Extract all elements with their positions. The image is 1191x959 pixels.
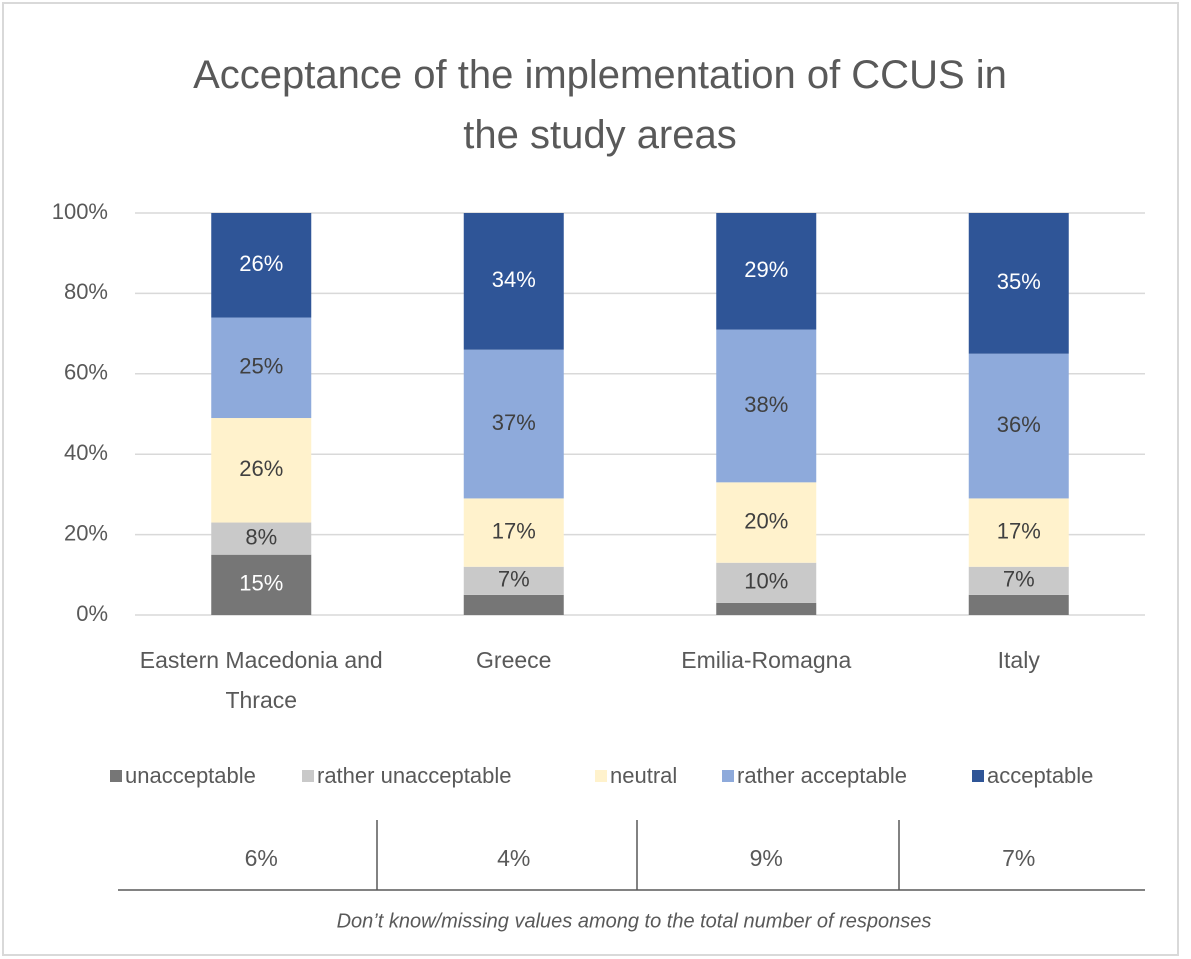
legend-swatch [595,770,607,782]
title-box: Acceptance of the implementation of CCUS… [193,53,1007,157]
x-tick-label: Greece [476,647,552,673]
data-label: 17% [997,518,1041,543]
bar-segment [211,554,312,615]
legend-label: acceptable [987,763,1093,788]
bar-segment [463,566,564,595]
y-tick-label: 0% [76,601,108,626]
legend-label: rather unacceptable [317,763,511,788]
bar-segment [968,353,1069,499]
x-tick-label: Eastern Macedonia and Thrace [139,647,383,713]
bar-segment [968,213,1069,354]
bar-segment [463,498,564,567]
bar-segment [211,522,312,555]
y-tick-label: 20% [64,520,108,545]
data-label: 26% [239,251,283,276]
data-label: 8% [245,524,277,549]
bar-segment [716,602,817,615]
y-tick-label: 80% [64,279,108,304]
data-label: 34% [492,267,536,292]
data-label: 7% [498,567,530,592]
table-value: 9% [750,845,783,871]
table-caption: Don’t know/missing values among to the t… [337,910,932,932]
legend-label: unacceptable [125,763,256,788]
bar-segment [463,349,564,499]
y-tick-label: 40% [64,440,108,465]
bar-segment [716,213,817,330]
table-value: 4% [497,845,530,871]
bar-segment [968,594,1069,615]
legend-swatch [110,770,122,782]
bar-segment [463,213,564,350]
x-tick-label: Italy [997,647,1040,673]
legend-swatch [722,770,734,782]
table-value: 6% [245,845,278,871]
y-tick-label: 100% [52,199,108,224]
bar-segment [716,562,817,603]
bar-segment [968,498,1069,567]
bar-segment [463,594,564,615]
bar-segment [716,329,817,483]
y-tick-label: 60% [64,360,108,385]
x-tick-box: Italy [997,647,1040,673]
data-label: 17% [492,518,536,543]
chart-title: Acceptance of the implementation of CCUS… [193,53,1007,157]
x-tick-box: Eastern Macedonia and Thrace [139,647,383,713]
x-tick-box: Greece [476,647,552,673]
table-value: 7% [1002,845,1035,871]
x-tick-label: Emilia-Romagna [681,647,852,673]
bar-segment [968,566,1069,595]
x-tick-box: Emilia-Romagna [681,647,852,673]
legend-swatch [972,770,984,782]
bar-segment [211,317,312,419]
bar-segment [211,418,312,523]
data-label: 7% [1003,567,1035,592]
data-label: 37% [492,410,536,435]
legend-swatch [302,770,314,782]
data-label: 20% [744,508,788,533]
legend-label: rather acceptable [737,763,907,788]
data-label: 35% [997,269,1041,294]
data-label: 26% [239,456,283,481]
legend-label: neutral [610,763,677,788]
data-label: 29% [744,257,788,282]
bar-segment [716,482,817,563]
data-label: 15% [239,571,283,596]
data-label: 10% [744,569,788,594]
data-label: 25% [239,354,283,379]
bar-segment [211,213,312,318]
data-label: 38% [744,392,788,417]
data-label: 36% [997,412,1041,437]
